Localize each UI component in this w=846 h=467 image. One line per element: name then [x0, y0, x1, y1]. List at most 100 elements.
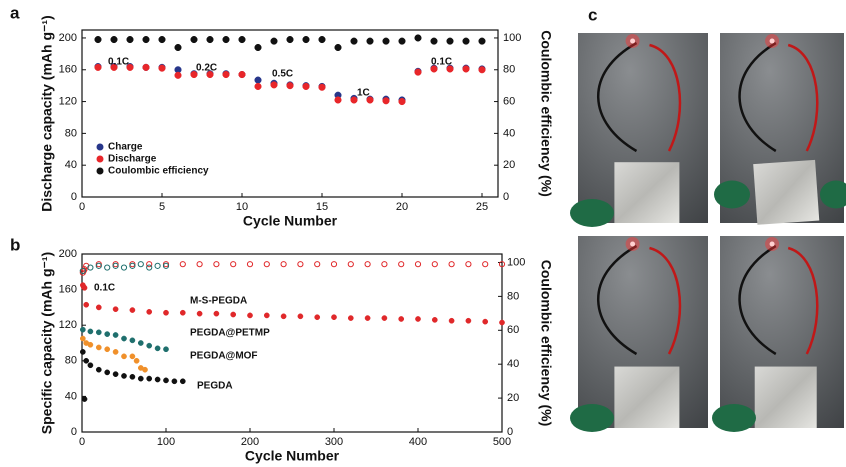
cable	[738, 41, 777, 153]
data-point	[254, 82, 262, 91]
data-point	[94, 35, 102, 44]
data-point	[146, 375, 153, 382]
data-point	[154, 345, 161, 352]
y-tick-label: 40	[65, 390, 77, 402]
data-point	[79, 349, 86, 355]
data-point	[431, 317, 438, 323]
led	[630, 38, 636, 44]
data-point	[83, 301, 90, 308]
data-point	[196, 310, 203, 317]
data-point	[414, 34, 422, 42]
cable	[597, 244, 638, 356]
data-point	[174, 71, 182, 79]
y2-tick-label: 20	[503, 159, 515, 171]
data-point	[163, 309, 169, 316]
data-point	[482, 261, 489, 268]
pouch	[753, 159, 820, 225]
data-point	[286, 35, 294, 44]
data-point	[95, 366, 102, 373]
data-point	[179, 378, 186, 385]
data-point	[104, 369, 111, 376]
data-point	[222, 35, 230, 44]
cable	[738, 244, 777, 356]
data-point	[129, 373, 136, 380]
photo-panel	[570, 33, 846, 432]
led	[630, 241, 636, 247]
data-point	[171, 378, 178, 385]
data-point	[482, 318, 489, 325]
cable	[597, 41, 638, 153]
data-point	[94, 63, 102, 71]
data-point	[478, 66, 486, 74]
data-point	[366, 37, 374, 45]
data-point	[190, 35, 198, 44]
annotation: 1C	[357, 88, 370, 99]
data-point	[137, 340, 144, 346]
legend-marker	[96, 143, 104, 151]
y-tick-label: 120	[59, 319, 77, 331]
legend-label: Charge	[108, 142, 143, 153]
data-point	[297, 261, 304, 268]
data-point	[129, 261, 136, 268]
data-point	[206, 70, 214, 79]
data-point	[398, 37, 406, 45]
data-point	[158, 35, 166, 44]
glove	[712, 404, 756, 432]
data-point	[364, 315, 371, 321]
series-label: M-S-PEGDA	[190, 296, 247, 307]
led	[769, 241, 775, 247]
data-point	[213, 261, 220, 268]
data-point	[142, 366, 148, 373]
data-point	[230, 261, 237, 268]
data-point	[112, 349, 119, 355]
x-tick-label: 10	[236, 201, 248, 213]
y-tick-label: 80	[65, 127, 77, 139]
data-point	[142, 35, 150, 44]
data-point	[462, 37, 470, 45]
data-point	[381, 261, 388, 268]
data-point	[110, 35, 118, 44]
data-point	[414, 261, 422, 268]
y2-tick-label: 80	[503, 64, 515, 76]
data-point	[162, 261, 170, 268]
annotation: 0.1C	[108, 57, 129, 68]
plot-frame	[81, 253, 503, 433]
data-point	[129, 307, 136, 313]
y2-tick-label: 20	[507, 392, 519, 404]
y-tick-label: 200	[59, 248, 77, 260]
legend-marker	[96, 167, 104, 175]
data-point	[87, 362, 94, 369]
x-tick-label: 0	[79, 201, 85, 213]
plot-frame	[81, 29, 499, 198]
data-point	[446, 37, 454, 45]
data-point	[430, 37, 438, 45]
cable	[787, 246, 819, 355]
cable	[649, 246, 682, 355]
data-point	[121, 373, 127, 379]
x-tick-label: 15	[316, 201, 328, 213]
y-axis-label: Discharge capacity (mAh g⁻¹)	[39, 15, 55, 211]
panel-label: b	[10, 235, 20, 254]
y-tick-label: 160	[59, 284, 77, 296]
data-point	[146, 309, 153, 315]
y2-tick-label: 60	[507, 324, 519, 336]
data-point	[286, 82, 294, 90]
y-tick-label: 120	[59, 95, 77, 107]
glove	[570, 199, 614, 227]
data-point	[414, 68, 422, 76]
x-tick-label: 200	[241, 436, 259, 448]
data-point	[206, 35, 214, 44]
y2-axis-label: Coulombic efficiency (%)	[538, 30, 554, 196]
data-point	[87, 341, 94, 348]
data-point	[137, 261, 144, 268]
glove	[570, 404, 614, 432]
data-point	[462, 65, 470, 73]
data-point	[112, 371, 119, 377]
data-point	[347, 315, 354, 321]
data-point	[162, 262, 170, 269]
data-point	[398, 261, 405, 268]
y2-tick-label: 100	[503, 32, 521, 44]
glove	[714, 180, 750, 209]
data-point	[314, 261, 321, 268]
data-point	[382, 37, 390, 45]
